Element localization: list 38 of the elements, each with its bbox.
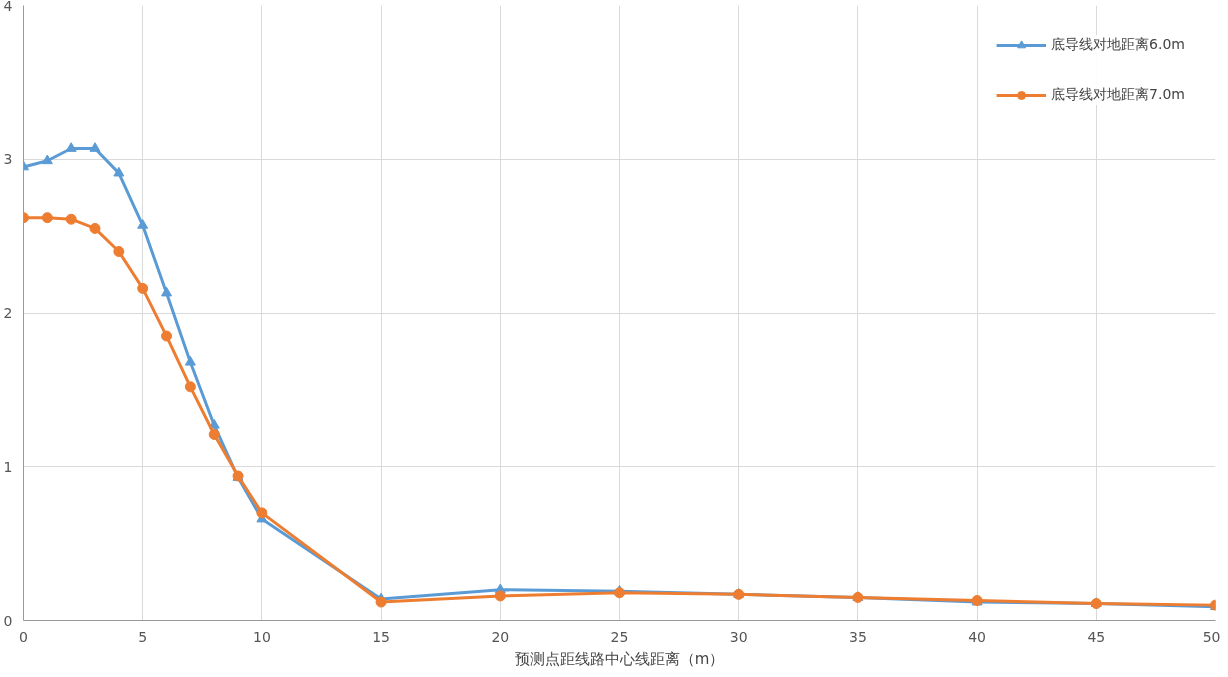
point xyxy=(184,355,196,366)
x-tick-label: 10 xyxy=(252,628,271,645)
y-tick-label: 0 xyxy=(3,612,13,629)
x-tick-label: 5 xyxy=(138,628,148,645)
x-tick-label: 40 xyxy=(968,628,987,645)
point xyxy=(614,587,625,599)
y-tick-label: 4 xyxy=(3,0,13,14)
point xyxy=(256,507,268,519)
x-tick-label: 15 xyxy=(372,628,391,645)
x-tick-label: 0 xyxy=(19,628,28,645)
x-tick-label: 25 xyxy=(610,628,629,645)
point xyxy=(113,166,125,177)
x-tick-label: 50 xyxy=(1202,628,1221,645)
x-tick-label: 35 xyxy=(848,628,867,645)
point xyxy=(41,154,53,165)
point xyxy=(65,142,77,152)
point xyxy=(113,246,125,257)
point xyxy=(161,286,173,297)
point xyxy=(137,219,149,229)
y-tick-label: 3 xyxy=(3,151,13,168)
legend-label: 底导线对地距离6.0m xyxy=(1051,36,1185,54)
y-tick-label: 1 xyxy=(3,458,13,475)
x-tick-label: 45 xyxy=(1087,628,1106,645)
x-tick-label: 20 xyxy=(491,628,510,645)
point xyxy=(65,213,77,225)
point xyxy=(89,142,101,152)
point xyxy=(494,590,506,602)
x-axis-title: 预测点距线路中心线距离（m） xyxy=(514,649,725,668)
point xyxy=(137,282,149,294)
point xyxy=(161,330,173,342)
x-tick-label: 30 xyxy=(729,628,748,645)
point xyxy=(89,222,101,234)
point xyxy=(375,596,387,608)
legend-label: 底导线对地距离7.0m xyxy=(1051,86,1185,104)
point xyxy=(208,428,220,440)
point xyxy=(41,212,53,224)
point xyxy=(184,381,196,393)
y-tick-label: 2 xyxy=(3,305,13,321)
